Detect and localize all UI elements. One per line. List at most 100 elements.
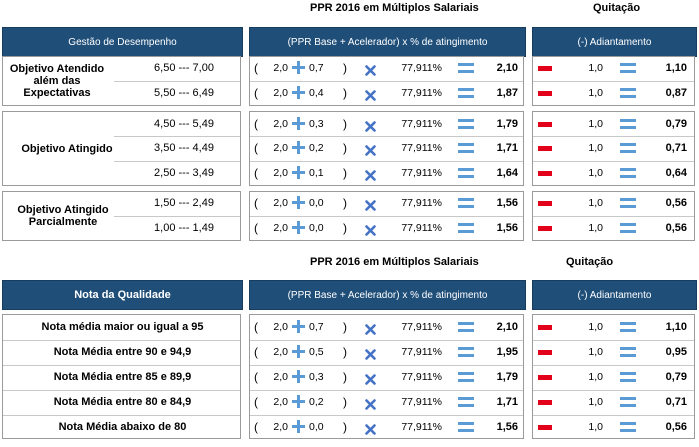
acelerador-value: 0,7 [309, 321, 324, 333]
times-icon [365, 374, 376, 385]
acelerador-value: 0,7 [309, 62, 324, 74]
ppr-result: 1,79 [496, 371, 518, 383]
atingimento-percent: 77,911% [401, 346, 442, 358]
row-divider [250, 216, 523, 217]
adiantamento-value: 1,0 [588, 118, 603, 130]
quitacao-value: 0,71 [665, 396, 687, 408]
group-label-text: Objetivo Atendido além das Expectativas [9, 63, 105, 99]
equals-icon [458, 346, 474, 358]
ppr-base-value: 2,0 [273, 87, 288, 99]
equals-icon [458, 371, 474, 383]
times-icon [365, 399, 376, 410]
ppr-base-value: 2,0 [273, 396, 288, 408]
header-nota-qualidade: Nota da Qualidade [2, 280, 243, 310]
plus-icon [292, 196, 305, 209]
equals-icon [620, 421, 636, 433]
header-formula-label-2: (PPR Base + Acelerador) x % de atingimen… [287, 289, 488, 301]
quality-label-text: Nota Média entre 85 e 89,9 [53, 371, 192, 383]
close-paren: ) [343, 166, 347, 180]
quality-box-left [2, 314, 241, 439]
acelerador-value: 0,5 [309, 346, 324, 358]
atingimento-percent: 77,911% [401, 87, 442, 99]
score-range: 6,50 --- 7,00 [134, 59, 234, 77]
open-paren: ( [254, 370, 258, 384]
score-range-text: 5,50 --- 6,49 [154, 87, 214, 99]
row-divider [533, 365, 694, 366]
quality-label: Nota Média entre 90 e 94,9 [6, 343, 239, 361]
ppr-result: 1,71 [496, 396, 518, 408]
equals-icon [458, 62, 474, 74]
minus-icon [538, 201, 552, 206]
ppr-result: 1,56 [496, 197, 518, 209]
acelerador-value: 0,3 [309, 118, 324, 130]
minus-icon [538, 350, 552, 355]
score-range: 1,00 --- 1,49 [134, 219, 234, 237]
quality-label-text: Nota Média entre 80 e 84,9 [53, 396, 192, 408]
ppr-title: PPR 2016 em Múltiplos Salariais [310, 2, 479, 14]
equals-icon [458, 321, 474, 333]
close-paren: ) [343, 86, 347, 100]
row-divider [250, 81, 523, 82]
group-label: Objetivo Atingido [4, 113, 130, 184]
times-icon [365, 121, 376, 132]
quitacao-value: 1,10 [665, 62, 687, 74]
equals-icon [620, 396, 636, 408]
minus-icon [538, 146, 552, 151]
acelerador-value: 0,4 [309, 87, 324, 99]
quality-label-text: Nota Média abaixo de 80 [58, 421, 187, 433]
ppr-base-value: 2,0 [273, 142, 288, 154]
score-range-text: 1,50 --- 2,49 [154, 197, 214, 209]
acelerador-value: 0,0 [309, 421, 324, 433]
quitacao-value: 0,95 [665, 346, 687, 358]
group-label-text: Objetivo Atingido Parcialmente [17, 204, 109, 228]
minus-icon [538, 375, 552, 380]
adiantamento-value: 1,0 [588, 142, 603, 154]
close-paren: ) [343, 420, 347, 434]
ppr-result: 1,95 [496, 346, 518, 358]
adiantamento-value: 1,0 [588, 396, 603, 408]
atingimento-percent: 77,911% [401, 321, 442, 333]
adiantamento-value: 1,0 [588, 222, 603, 234]
header-adiantamento-label-2: (-) Adiantamento [577, 289, 652, 301]
close-paren: ) [343, 61, 347, 75]
times-icon [365, 65, 376, 76]
ppr-base-value: 2,0 [273, 421, 288, 433]
adiantamento-value: 1,0 [588, 197, 603, 209]
row-divider [250, 390, 523, 391]
equals-icon [458, 118, 474, 130]
ppr-base-value: 2,0 [273, 197, 288, 209]
row-divider [3, 365, 240, 366]
ppr-base-value: 2,0 [273, 346, 288, 358]
plus-icon [292, 320, 305, 333]
close-paren: ) [343, 320, 347, 334]
equals-icon [458, 222, 474, 234]
header-formula: (PPR Base + Acelerador) x % de atingimen… [249, 27, 526, 57]
adiantamento-value: 1,0 [588, 167, 603, 179]
row-divider [114, 216, 240, 217]
quitacao-value: 1,10 [665, 321, 687, 333]
ppr-base-value: 2,0 [273, 321, 288, 333]
equals-icon [458, 87, 474, 99]
quitacao-value: 0,56 [665, 421, 687, 433]
header-gestao: Gestão de Desempenho [2, 27, 243, 57]
times-icon [365, 349, 376, 360]
atingimento-percent: 77,911% [401, 197, 442, 209]
ppr-result: 1,71 [496, 142, 518, 154]
row-divider [250, 136, 523, 137]
equals-icon [620, 118, 636, 130]
equals-icon [458, 142, 474, 154]
minus-icon [538, 66, 552, 71]
times-icon [365, 424, 376, 435]
adiantamento-value: 1,0 [588, 371, 603, 383]
equals-icon [620, 142, 636, 154]
plus-icon [292, 395, 305, 408]
open-paren: ( [254, 117, 258, 131]
equals-icon [620, 346, 636, 358]
ppr-result: 1,56 [496, 421, 518, 433]
atingimento-percent: 77,911% [401, 142, 442, 154]
row-divider [250, 340, 523, 341]
plus-icon [292, 420, 305, 433]
quitacao-value: 0,56 [665, 222, 687, 234]
row-divider [114, 161, 240, 162]
equals-icon [620, 87, 636, 99]
